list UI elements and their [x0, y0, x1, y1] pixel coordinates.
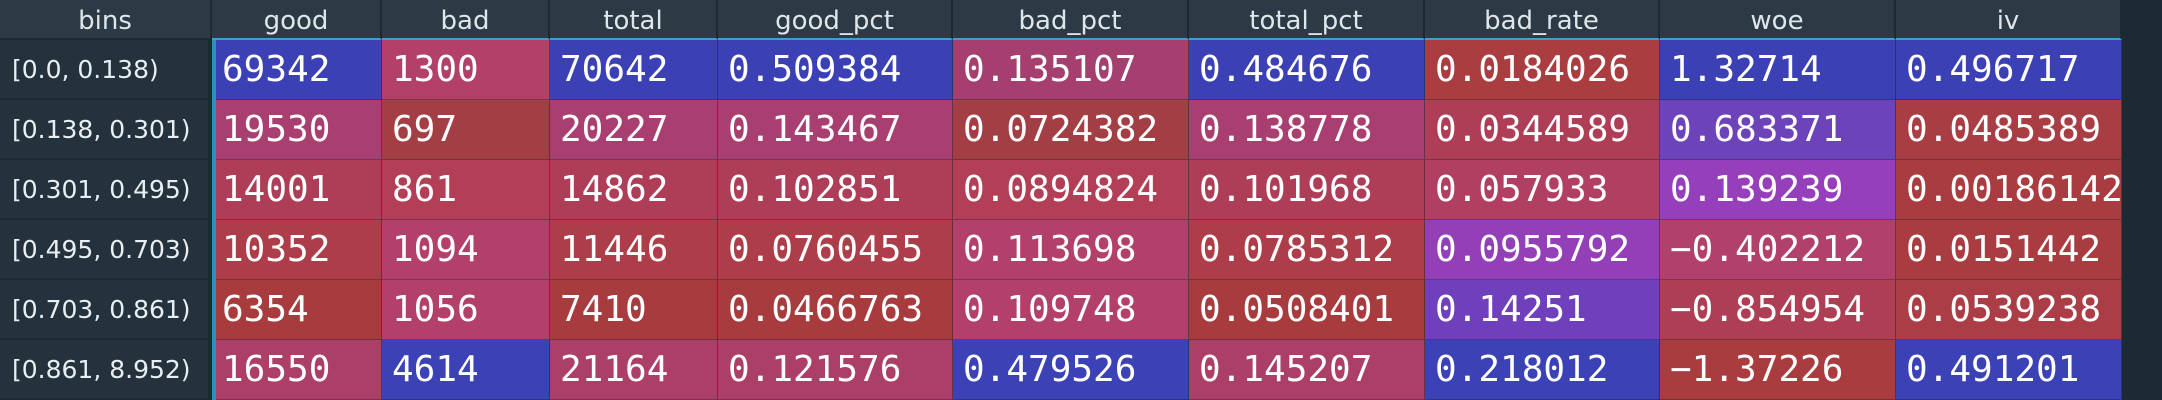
table-cell-good[interactable]: 14001: [212, 160, 382, 220]
column-header-good-pct[interactable]: good_pct: [718, 0, 953, 40]
table-cell-woe[interactable]: −0.854954: [1660, 280, 1896, 340]
table-cell-total-pct[interactable]: 0.484676: [1189, 40, 1425, 100]
table-cell-good-pct[interactable]: 0.0466763: [718, 280, 953, 340]
table-cell-total[interactable]: 21164: [550, 340, 718, 400]
column-header-total-pct[interactable]: total_pct: [1189, 0, 1425, 40]
table-cell-good[interactable]: 19530: [212, 100, 382, 160]
table-cell-total-pct[interactable]: 0.138778: [1189, 100, 1425, 160]
table-cell-bad-rate[interactable]: 0.0955792: [1425, 220, 1660, 280]
table-cell-total-pct[interactable]: 0.101968: [1189, 160, 1425, 220]
table-cell-good[interactable]: 69342: [212, 40, 382, 100]
table-cell-bad[interactable]: 861: [382, 160, 550, 220]
table-cell-iv[interactable]: 0.0485389: [1896, 100, 2122, 160]
table-cell-bad[interactable]: 697: [382, 100, 550, 160]
table-cell-iv[interactable]: 0.0151442: [1896, 220, 2122, 280]
table-cell-good[interactable]: 16550: [212, 340, 382, 400]
row-label[interactable]: [0.861, 8.952): [0, 340, 212, 400]
row-label[interactable]: [0.495, 0.703): [0, 220, 212, 280]
row-label[interactable]: [0.703, 0.861): [0, 280, 212, 340]
table-cell-bad-rate[interactable]: 0.14251: [1425, 280, 1660, 340]
table-cell-bad-pct[interactable]: 0.113698: [953, 220, 1189, 280]
table-cell-bad-pct[interactable]: 0.109748: [953, 280, 1189, 340]
table-cell-total[interactable]: 70642: [550, 40, 718, 100]
column-header-good[interactable]: good: [212, 0, 382, 40]
table-cell-iv[interactable]: 0.00186142: [1896, 160, 2123, 220]
row-label[interactable]: [0.0, 0.138): [0, 40, 212, 100]
column-header-woe[interactable]: woe: [1660, 0, 1896, 40]
selection-frame-edge: [212, 40, 216, 400]
column-header-bad-pct[interactable]: bad_pct: [953, 0, 1189, 40]
table-cell-bad-pct[interactable]: 0.135107: [953, 40, 1189, 100]
table-cell-bad-rate[interactable]: 0.0344589: [1425, 100, 1660, 160]
table-cell-total[interactable]: 7410: [550, 280, 718, 340]
table-cell-woe[interactable]: 0.683371: [1660, 100, 1896, 160]
table-cell-bad[interactable]: 1056: [382, 280, 550, 340]
table-cell-woe[interactable]: 0.139239: [1660, 160, 1896, 220]
table-cell-good-pct[interactable]: 0.509384: [718, 40, 953, 100]
column-header-total[interactable]: total: [550, 0, 718, 40]
table-cell-total[interactable]: 20227: [550, 100, 718, 160]
table-cell-good-pct[interactable]: 0.102851: [718, 160, 953, 220]
table-cell-bad[interactable]: 1094: [382, 220, 550, 280]
column-header-bad[interactable]: bad: [382, 0, 550, 40]
table-cell-bad-pct[interactable]: 0.0894824: [953, 160, 1189, 220]
table-cell-good-pct[interactable]: 0.121576: [718, 340, 953, 400]
table-cell-bad-pct[interactable]: 0.0724382: [953, 100, 1189, 160]
table-cell-woe[interactable]: −0.402212: [1660, 220, 1896, 280]
table-cell-total-pct[interactable]: 0.0508401: [1189, 280, 1425, 340]
table-cell-bad[interactable]: 1300: [382, 40, 550, 100]
table-cell-total[interactable]: 14862: [550, 160, 718, 220]
row-label[interactable]: [0.301, 0.495): [0, 160, 212, 220]
index-header[interactable]: bins: [0, 0, 212, 40]
table-cell-woe[interactable]: −1.37226: [1660, 340, 1896, 400]
table-cell-bad-pct[interactable]: 0.479526: [953, 340, 1189, 400]
column-header-iv[interactable]: iv: [1896, 0, 2122, 40]
table-cell-iv[interactable]: 0.496717: [1896, 40, 2122, 100]
row-label[interactable]: [0.138, 0.301): [0, 100, 212, 160]
table-cell-bad-rate[interactable]: 0.057933: [1425, 160, 1660, 220]
table-cell-good-pct[interactable]: 0.0760455: [718, 220, 953, 280]
table-cell-good-pct[interactable]: 0.143467: [718, 100, 953, 160]
table-cell-total-pct[interactable]: 0.145207: [1189, 340, 1425, 400]
table-cell-bad[interactable]: 4614: [382, 340, 550, 400]
column-header-bad-rate[interactable]: bad_rate: [1425, 0, 1660, 40]
table-cell-bad-rate[interactable]: 0.0184026: [1425, 40, 1660, 100]
table-cell-total-pct[interactable]: 0.0785312: [1189, 220, 1425, 280]
table-cell-iv[interactable]: 0.491201: [1896, 340, 2122, 400]
table-cell-good[interactable]: 6354: [212, 280, 382, 340]
table-cell-iv[interactable]: 0.0539238: [1896, 280, 2122, 340]
table-cell-woe[interactable]: 1.32714: [1660, 40, 1896, 100]
table-cell-total[interactable]: 11446: [550, 220, 718, 280]
table-cell-good[interactable]: 10352: [212, 220, 382, 280]
table-cell-bad-rate[interactable]: 0.218012: [1425, 340, 1660, 400]
